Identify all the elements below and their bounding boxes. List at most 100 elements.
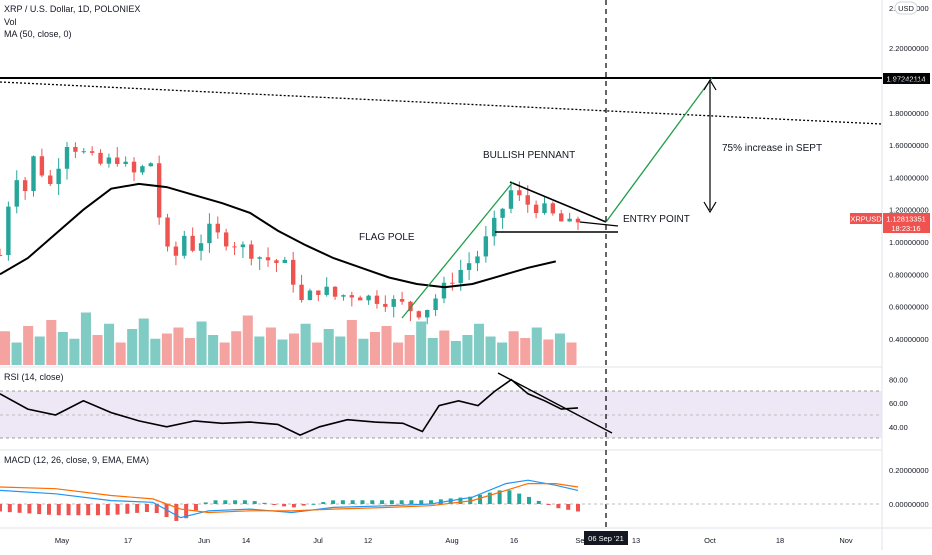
candle-body — [165, 217, 170, 247]
candle-body — [56, 168, 61, 185]
macd-histogram-bar — [135, 504, 140, 513]
volume-bar — [358, 338, 369, 365]
cursor-date-badge — [584, 531, 628, 545]
candle-body — [374, 295, 380, 304]
rsi-trend-line[interactable] — [497, 372, 613, 434]
candle-body — [416, 311, 422, 318]
macd-histogram-bar — [17, 504, 22, 513]
cursor-date-label: 06 Sep '21 — [588, 534, 624, 543]
candle-body — [475, 256, 480, 264]
currency-label: USD — [898, 4, 914, 13]
macd-histogram-bar — [380, 500, 385, 504]
volume-bar — [173, 327, 184, 365]
candle-body — [575, 218, 581, 223]
candle-body — [0, 254, 3, 256]
volume-bar — [11, 342, 22, 365]
candle-body — [508, 190, 514, 209]
candle-body — [533, 204, 539, 214]
candle-body — [408, 301, 413, 312]
price-tick-label: 1.00000000 — [889, 238, 929, 247]
time-tick-label: Jun — [198, 536, 210, 545]
macd-histogram-bar — [389, 500, 394, 504]
macd-histogram-bar — [66, 504, 71, 516]
time-tick-label: Oct — [704, 536, 717, 545]
macd-histogram-bar — [213, 500, 218, 504]
price-tick-label: 0.60000000 — [889, 303, 929, 312]
candle-body — [383, 303, 388, 307]
volume-bar — [69, 338, 80, 365]
entry-pointer-line[interactable] — [579, 221, 619, 227]
candle-body — [399, 299, 405, 302]
candle-body — [73, 146, 78, 152]
volume-bar — [127, 329, 138, 365]
volume-bar — [369, 332, 380, 365]
candle-body — [14, 180, 19, 207]
macd-histogram-bar — [144, 504, 149, 513]
macd-label: MACD (12, 26, close, 9, EMA, EMA) — [4, 455, 150, 465]
volume-bar — [57, 332, 68, 365]
time-tick-label: Jul — [313, 536, 323, 545]
rsi-line — [0, 378, 579, 436]
macd-histogram-bar — [340, 500, 345, 504]
candle-body — [182, 235, 187, 256]
candle-body — [366, 295, 371, 301]
candle-body — [257, 257, 262, 259]
candle-body — [567, 218, 572, 222]
candle-body — [349, 295, 355, 298]
price-scale-button[interactable] — [894, 1, 918, 15]
macd-histogram-bar — [409, 500, 414, 504]
candle-body — [466, 263, 472, 270]
volume-bar — [335, 336, 346, 365]
volume-bar — [450, 341, 461, 365]
annotation-entry-point: ENTRY POINT — [623, 214, 690, 225]
candle-body — [223, 232, 229, 247]
macd-histogram-bar — [233, 500, 238, 504]
candle-body — [458, 269, 463, 284]
time-tick-label: Aug — [445, 536, 458, 545]
volume-bar — [485, 336, 496, 365]
candle-body — [240, 244, 246, 248]
volume-bar — [416, 321, 427, 365]
macd-histogram-bar — [86, 504, 91, 516]
candle-body — [299, 284, 304, 301]
volume-bar — [0, 331, 11, 365]
macd-histogram-bar — [282, 504, 287, 507]
price-tick-label: 1.60000000 — [889, 141, 929, 150]
macd-histogram-bar — [7, 504, 12, 513]
candle-body — [542, 203, 547, 214]
volume-bar — [104, 323, 115, 365]
macd-histogram-bar — [203, 502, 208, 504]
macd-histogram-bar — [223, 500, 228, 504]
macd-histogram-bar — [331, 500, 336, 504]
macd-histogram-bar — [360, 500, 365, 504]
candle-body — [492, 217, 497, 237]
time-tick-label: 14 — [242, 536, 250, 545]
candle-body — [173, 246, 179, 256]
volume-bar — [439, 330, 450, 365]
candle-body — [559, 213, 564, 222]
volume-bar — [150, 338, 161, 365]
candle-body — [341, 295, 346, 297]
candle-body — [131, 161, 137, 173]
macd-histogram-bar — [429, 500, 434, 504]
candle-body — [433, 298, 438, 310]
volume-bar — [23, 326, 34, 365]
candle-body — [140, 166, 145, 173]
time-tick-label: May — [55, 536, 69, 545]
long-trend-line[interactable] — [0, 81, 883, 125]
macd-histogram-bar — [174, 504, 179, 521]
price-tick-label: 1.80000000 — [889, 109, 929, 118]
candle-body — [156, 163, 162, 218]
volume-bar — [473, 323, 485, 365]
macd-histogram-bar — [370, 500, 375, 504]
pennant-top-line[interactable] — [509, 181, 607, 223]
signal-line — [0, 483, 579, 514]
macd-histogram-bar — [497, 490, 502, 504]
projection-line[interactable] — [605, 77, 713, 223]
volume-bar — [138, 318, 149, 365]
flag-pole-line[interactable] — [401, 181, 514, 319]
candle-body — [483, 236, 489, 257]
candle-body — [265, 257, 271, 261]
candle-body — [282, 259, 288, 263]
